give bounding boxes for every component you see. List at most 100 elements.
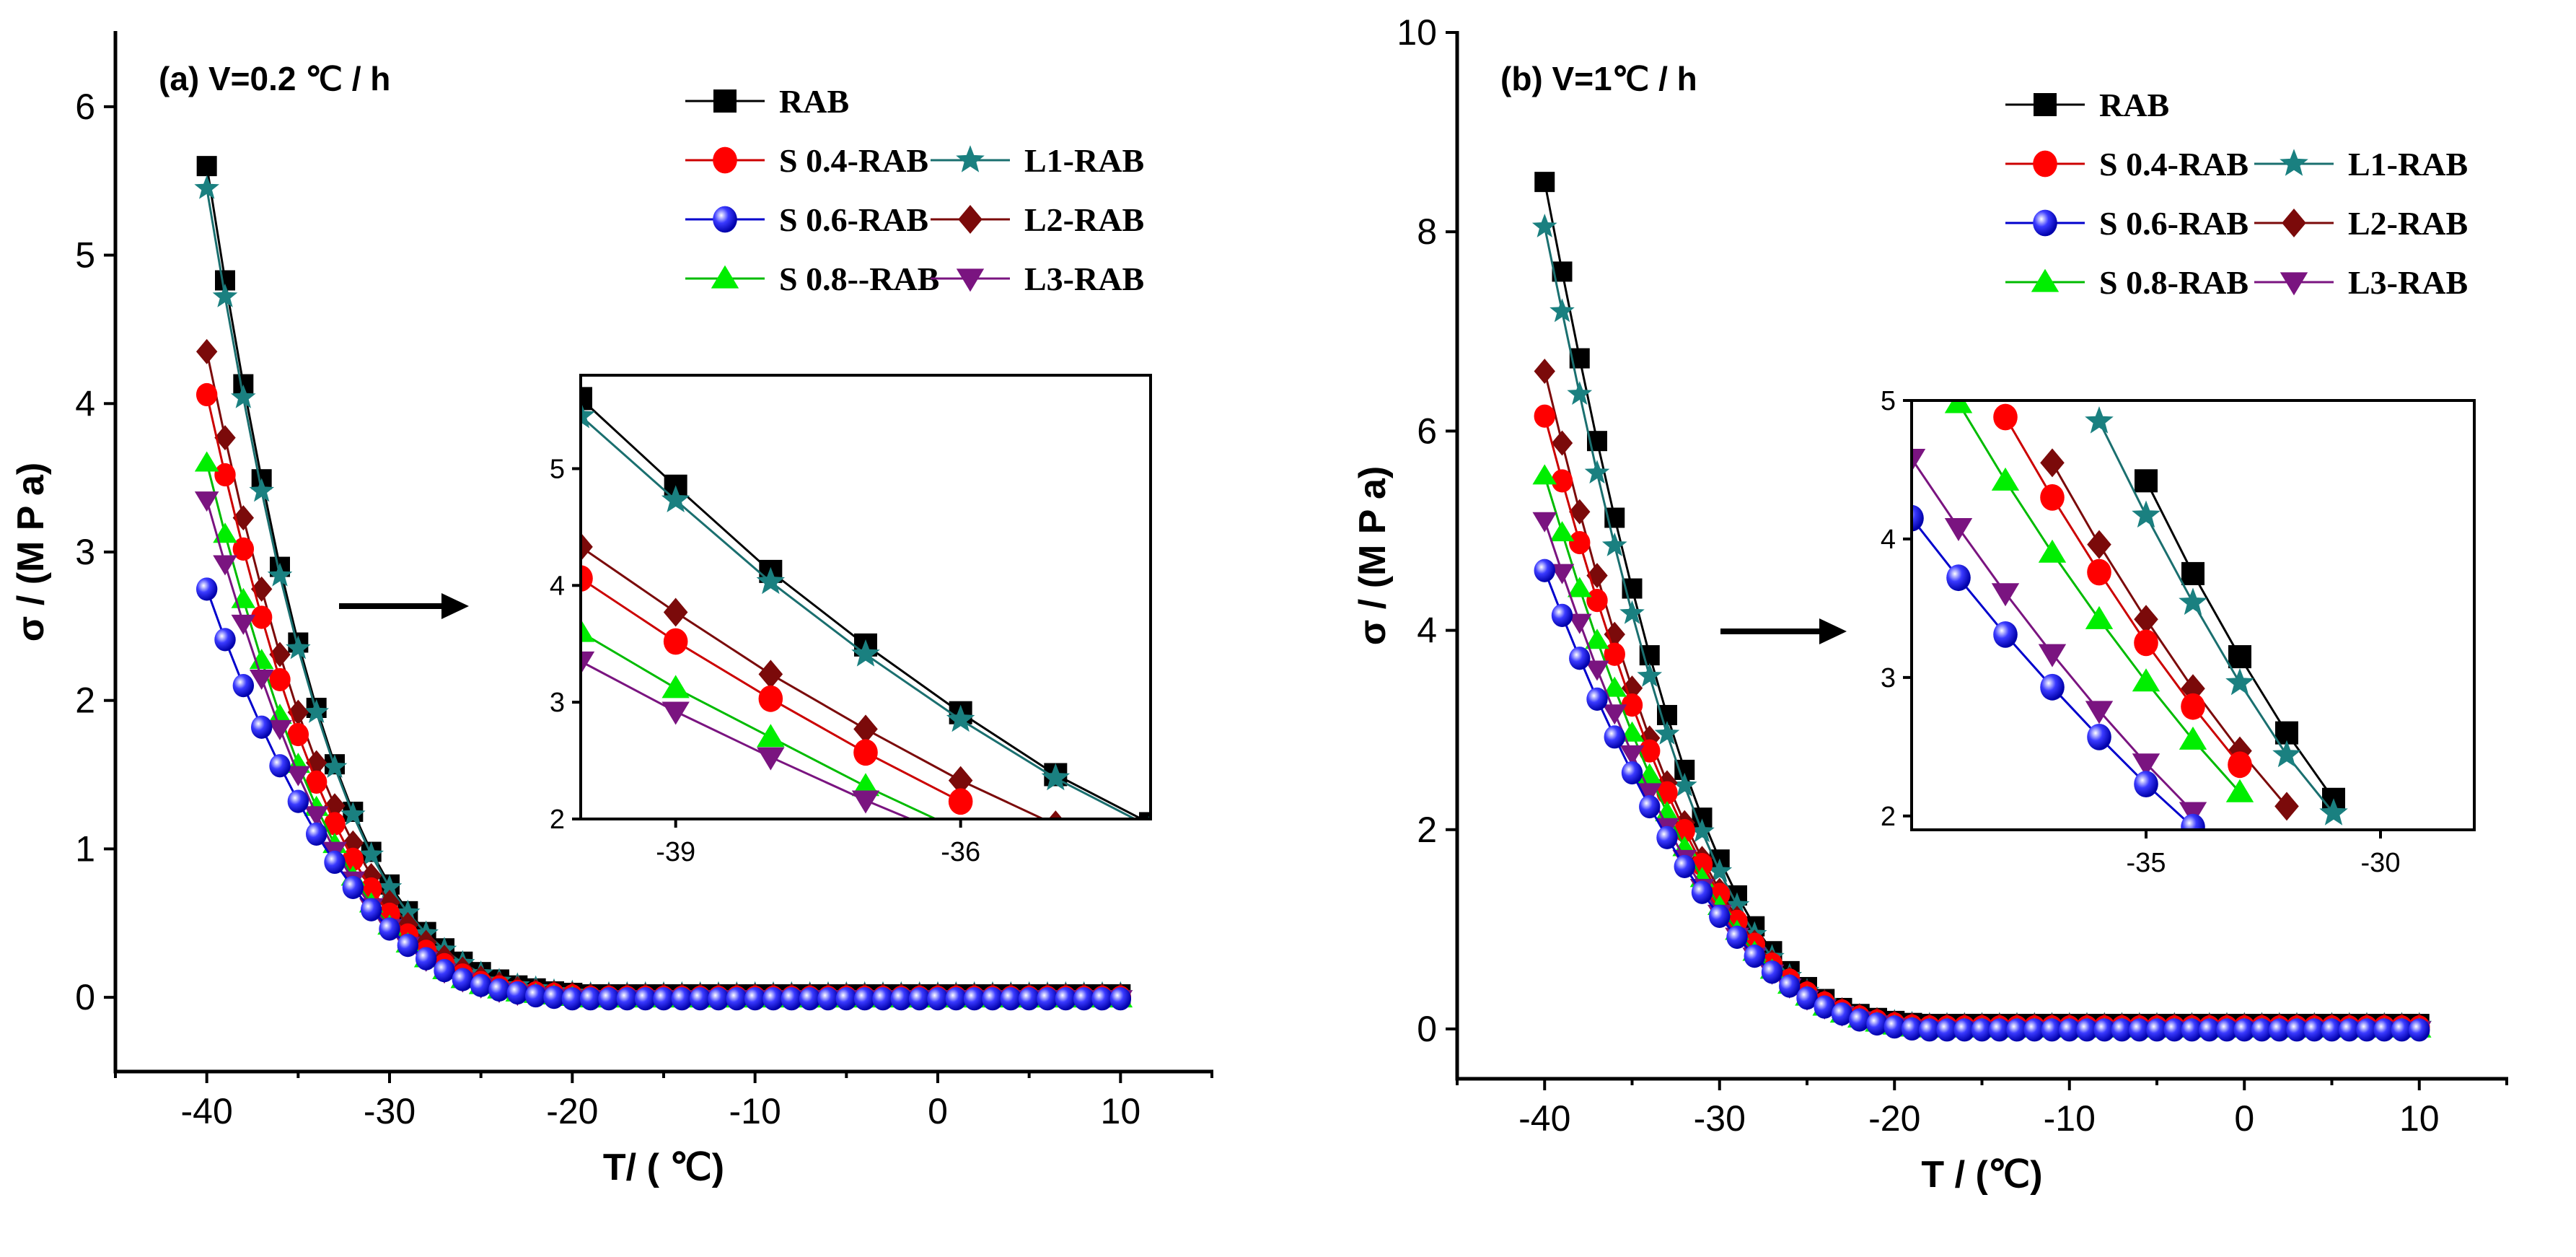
point-l3-rab [268,719,292,740]
point-s-0-4-rab [1709,882,1731,906]
inset-x-tick-label: -39 [656,837,695,867]
point-l1-rab [322,754,348,778]
point-s-0-4-rab [1604,642,1625,666]
inset-arrow [339,593,469,619]
point-s-0-6-rab [488,978,510,1002]
point-l1-rab [359,841,384,866]
point-legend-s-0-6-rab [2033,209,2057,237]
legend-label: S 0.4-RAB [2099,146,2248,183]
point-l2-rab [1551,430,1573,456]
point-inset-s-0-4-rab [2228,751,2252,779]
point-s-0-6-rab [1621,761,1643,785]
inset-arrow [1720,618,1847,644]
point-s-0-6-rab [2093,1018,2115,1042]
point-s-0-6-rab [250,715,273,739]
point-s-0-6-rab [397,934,419,958]
point-s-0-6-rab [379,917,400,941]
inset-y-tick-label: 3 [550,688,565,718]
point-inset-rab [581,387,592,411]
point-inset-l2-rab [663,597,688,627]
point-s-0-6-rab [1109,987,1132,1011]
point-inset-l1-rab [851,639,880,667]
x-tick-label: 10 [1101,1091,1141,1131]
point-s-0-6-rab [1919,1018,1940,1042]
point-inset-s-0-8-rab [2085,605,2114,629]
point-s-0-6-rab [744,987,766,1011]
point-l1-rab [1671,772,1697,797]
point-s-0-6-rab [1586,687,1608,711]
inset-y-tick-label: 3 [1881,663,1896,693]
point-inset-s-0-8-rab [581,618,595,642]
point-s-0-6-rab [1971,1018,1993,1042]
point-rab [196,156,217,177]
point-s-0-6-rab [2303,1018,2325,1042]
point-l2-rab [1586,563,1608,589]
point-inset-s-0-6-rab [2228,0,2252,13]
point-l3-rab [1585,660,1609,681]
point-inset-s-0-6-rab [1912,504,1924,532]
inset-series-s-0-8-rab [581,618,962,819]
y-axis-title: σ / (M P a) [1352,466,1394,645]
legend-label: S 0.8--RAB [779,260,939,297]
point-inset-s-0-6-rab [2040,673,2065,701]
point-l3-rab [1567,613,1592,634]
point-s-0-6-rab [324,850,346,875]
point-l1-rab [1724,892,1750,916]
point-s-0-6-rab [1055,987,1077,1011]
point-l1-rab [1689,818,1715,843]
point-s-0-6-rab [2146,1018,2168,1042]
point-inset-l1-rab [2225,667,2254,696]
point-s-0-8-rab [1585,628,1609,649]
x-axis-title: T/ ( ℃) [603,1147,724,1188]
point-inset-l1-rab [581,400,595,429]
point-l1-rab [1654,721,1680,745]
point-inset-l3-rab [1912,449,1926,473]
point-l2-rab [1621,675,1643,701]
inset-y-tick-label: 4 [1881,525,1896,555]
point-s-0-6-rab [1849,1008,1871,1032]
point-inset-l1-rab [2132,500,2160,528]
point-inset-s-0-8-rab [2225,779,2254,802]
point-s-0-6-rab [1639,794,1661,819]
y-tick-label: 10 [1397,12,1437,53]
point-inset-l3-rab [851,790,880,814]
point-s-0-6-rab [1037,987,1058,1011]
point-inset-s-0-8-rab [1991,467,2020,491]
point-legend-l1-rab [956,145,985,172]
point-inset-l3-rab [581,651,595,675]
point-l1-rab [267,562,293,587]
point-s-0-6-rab [2111,1018,2133,1042]
y-tick-label: 2 [75,680,95,721]
y-tick-label: 0 [1417,1009,1437,1049]
point-s-0-4-rab [1586,589,1608,613]
x-tick-label: -40 [181,1091,233,1131]
point-s-0-8-rab [1619,721,1645,742]
series-s-0-6-rab [195,577,1132,1011]
point-l2-rab [195,338,218,364]
inset-series-s-0-6-rab [1912,0,2252,830]
legend-entry-s-0-4-rab: S 0.4-RAB [2005,146,2248,183]
point-l3-rab [286,766,311,787]
point-inset-s-0-6-rab [2087,724,2111,750]
point-s-0-6-rab [1656,825,1678,849]
legend-label: L2-RAB [2348,205,2468,242]
point-s-0-6-rab [1691,880,1713,904]
series-s-0-6-rab [1534,559,2430,1042]
point-s-0-6-rab [982,987,1003,1011]
point-s-0-4-rab [324,812,346,836]
point-s-0-6-rab [1936,1018,1958,1042]
point-s-0-6-rab [2269,1018,2290,1042]
x-tick-label: -30 [364,1091,416,1131]
point-inset-rab [2181,561,2204,585]
legend-entry-l2-rab: L2-RAB [931,201,1144,238]
point-s-0-6-rab [1989,1018,2010,1042]
point-l3-rab [1549,564,1575,584]
point-s-0-4-rab [342,847,364,871]
point-inset-l3-rab [661,701,690,725]
x-tick-label: -40 [1518,1098,1570,1139]
point-s-0-6-rab [1604,725,1625,749]
point-legend-s-0-4-rab [713,146,737,174]
point-l3-rab [1637,783,1662,804]
point-s-0-4-rab [195,382,218,407]
point-s-0-6-rab [452,968,474,991]
